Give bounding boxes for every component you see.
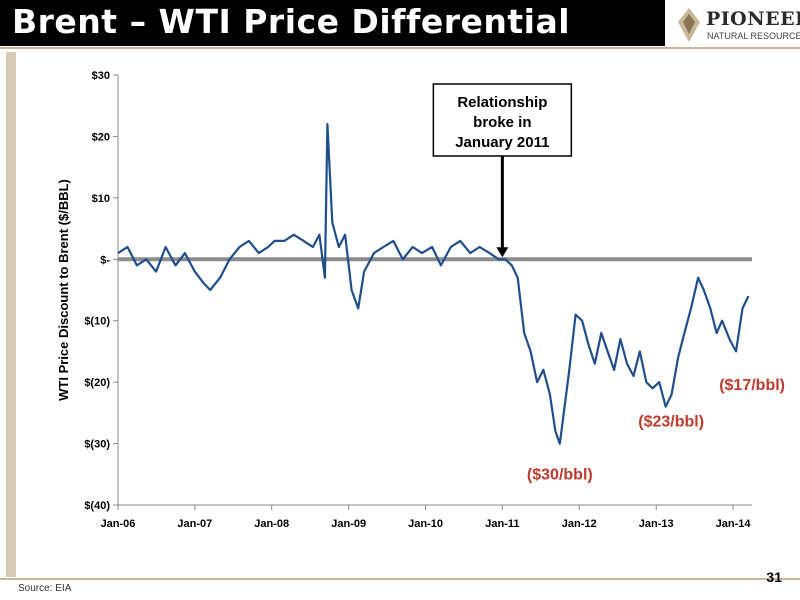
y-tick-label: $- bbox=[100, 254, 110, 266]
y-tick-label: $10 bbox=[92, 193, 110, 205]
x-tick-label: Jan-09 bbox=[331, 518, 366, 530]
annotations: ($30/bbl) ($23/bbl) ($17/bbl) bbox=[527, 377, 785, 484]
logo-text: PIONEER bbox=[706, 8, 800, 30]
title-bar: Brent – WTI Price Differential bbox=[0, 0, 665, 46]
x-tick-label: Jan-06 bbox=[101, 518, 136, 530]
x-tick-label: Jan-10 bbox=[408, 518, 443, 530]
y-tick-label: $(40) bbox=[84, 500, 110, 512]
y-tick-label: $30 bbox=[92, 70, 110, 82]
pioneer-logo: PIONEER NATURAL RESOURCES bbox=[676, 6, 800, 44]
callout-line: broke in bbox=[473, 114, 531, 131]
logo-mark-icon bbox=[678, 8, 700, 42]
series-line bbox=[117, 123, 750, 445]
left-accent-stripe bbox=[6, 52, 16, 577]
callout-line: Relationship bbox=[457, 94, 547, 111]
x-tick-label: Jan-13 bbox=[639, 518, 674, 530]
callout-box: Relationship broke in January 2011 bbox=[432, 83, 573, 258]
y-tick-label: $(10) bbox=[84, 316, 110, 328]
callout-arrow-head bbox=[496, 247, 509, 258]
price-annotation: ($23/bbl) bbox=[638, 414, 704, 431]
y-tick-label: $20 bbox=[92, 131, 110, 143]
chart-axes bbox=[117, 75, 752, 506]
y-tick-label: $(30) bbox=[84, 439, 110, 451]
page-title: Brent – WTI Price Differential bbox=[12, 2, 571, 41]
callout-line: January 2011 bbox=[455, 134, 549, 151]
source-note: Source: EIA bbox=[18, 583, 72, 594]
page-number: 31 bbox=[766, 569, 782, 585]
price-annotation: ($30/bbl) bbox=[527, 467, 593, 484]
x-tick-label: Jan-14 bbox=[716, 518, 752, 530]
footer-divider bbox=[0, 578, 800, 580]
callout-rect bbox=[432, 83, 573, 157]
price-annotation: ($17/bbl) bbox=[719, 377, 785, 394]
chart-ticks: $30 $20 $10 $- $(10) $(20) $(30) $(40) Jan-06 Jan… bbox=[84, 70, 751, 530]
y-axis-label: WTI Price Discount to Brent ($/BBL) bbox=[56, 179, 71, 401]
x-tick-label: Jan-08 bbox=[254, 518, 289, 530]
x-tick-label: Jan-12 bbox=[562, 518, 597, 530]
x-tick-label: Jan-11 bbox=[485, 518, 519, 530]
logo-subtext: NATURAL RESOURCES bbox=[707, 31, 800, 41]
y-tick-label: $(20) bbox=[84, 377, 110, 389]
header-divider bbox=[0, 47, 800, 49]
x-tick-label: Jan-07 bbox=[177, 518, 212, 530]
